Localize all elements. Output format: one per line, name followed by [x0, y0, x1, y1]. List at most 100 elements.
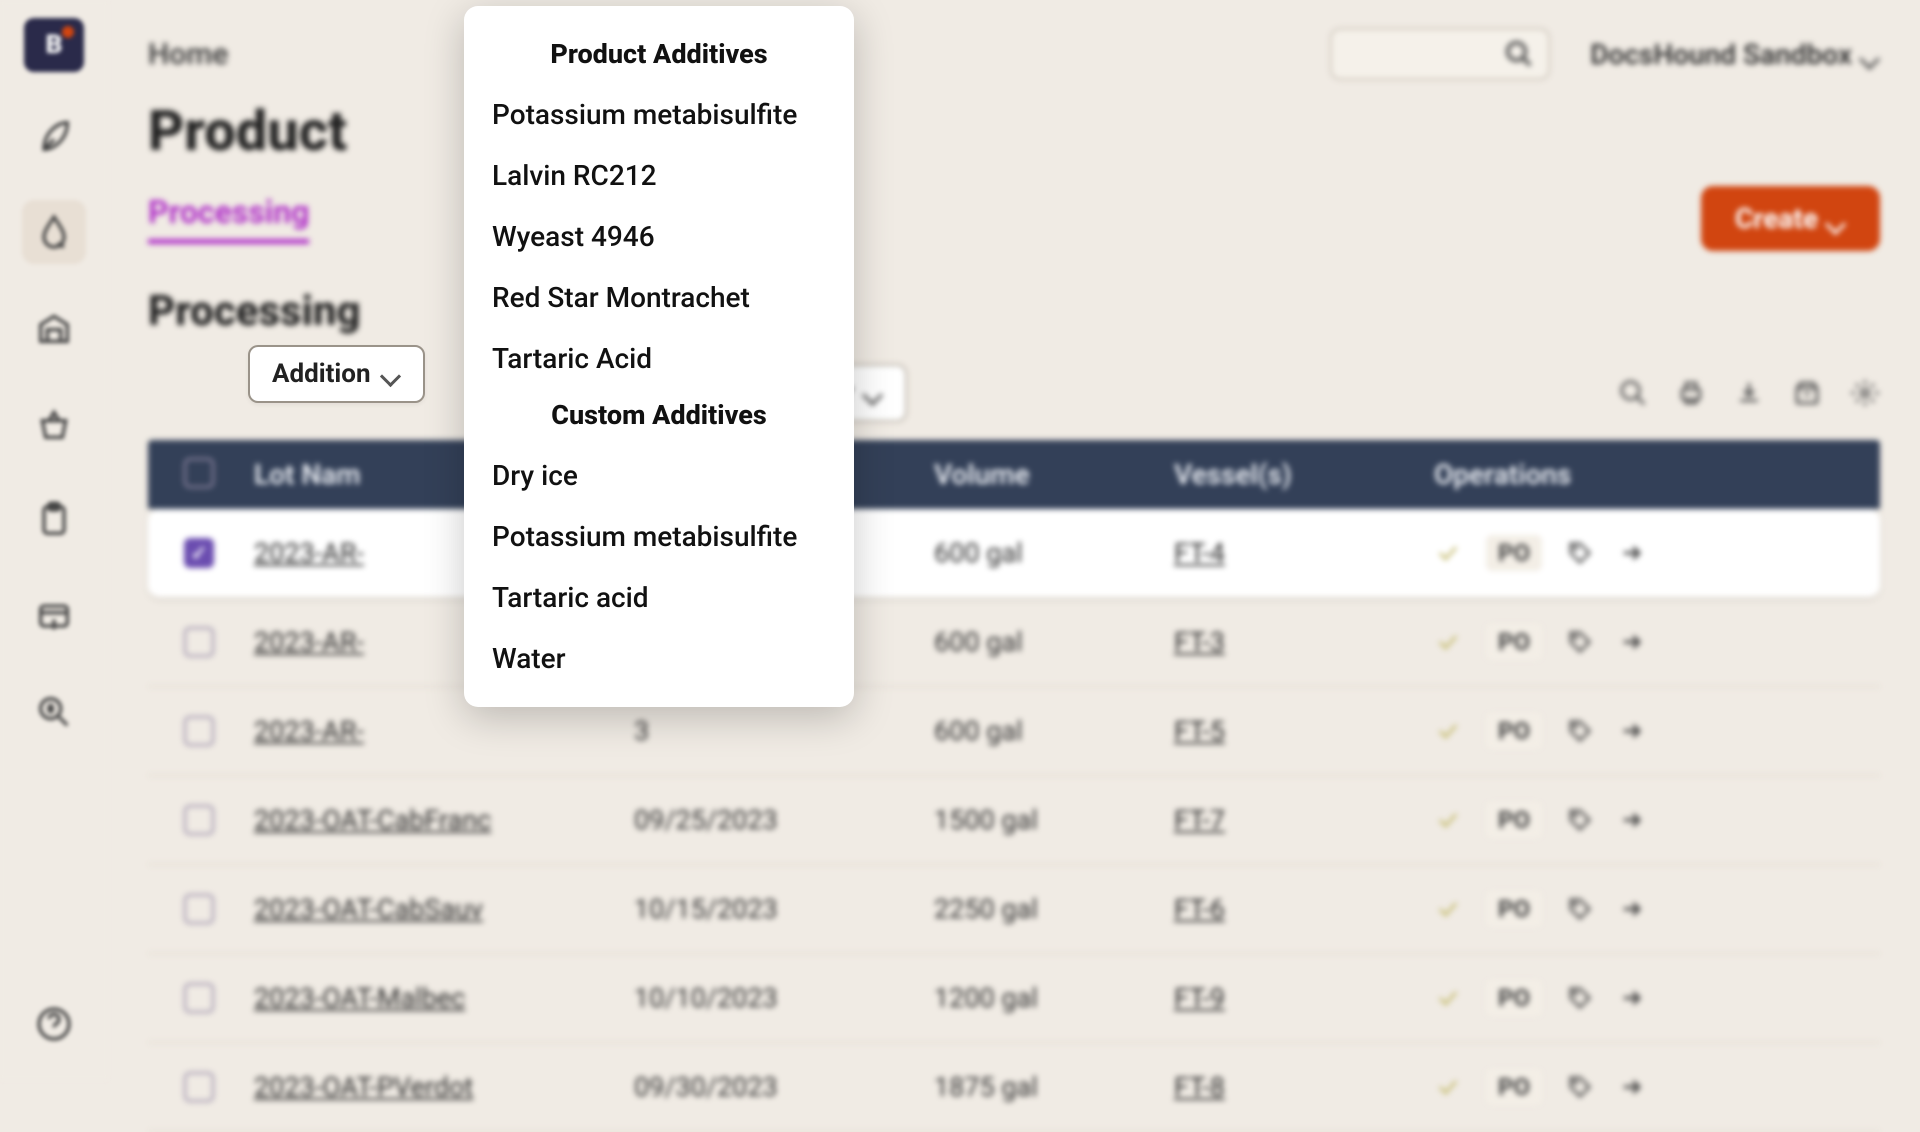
created-cell: 10/15/2023 — [618, 893, 918, 925]
tag-icon[interactable] — [1566, 984, 1594, 1012]
tag-icon[interactable] — [1566, 806, 1594, 834]
arrow-right-icon[interactable] — [1618, 539, 1646, 567]
volume-cell: 1875 gal — [918, 1071, 1158, 1103]
chevron-down-icon — [1862, 45, 1880, 63]
col-volume[interactable]: Volume — [918, 458, 1158, 491]
vessel-link[interactable]: FT-7 — [1174, 804, 1225, 836]
lot-link[interactable]: 2023-OAT-CabFranc — [254, 804, 491, 836]
basket-icon[interactable] — [22, 392, 86, 456]
row-checkbox[interactable] — [184, 983, 214, 1013]
search-icon[interactable] — [1618, 378, 1648, 408]
filter-addition[interactable]: Addition — [248, 345, 425, 403]
blurred-background: Home DocsHound Sandbox Product Processin… — [148, 28, 1880, 1132]
dropdown-item[interactable]: Potassium metabisulfite — [464, 506, 854, 567]
org-name: DocsHound Sandbox — [1590, 38, 1852, 71]
tag-icon[interactable] — [1566, 539, 1594, 567]
lot-link[interactable]: 2023-AR- — [254, 537, 364, 569]
tag-icon[interactable] — [1566, 717, 1594, 745]
lot-link[interactable]: 2023-OAT-Malbec — [254, 982, 465, 1014]
row-checkbox[interactable] — [184, 627, 214, 657]
table-row[interactable]: 2023-OAT-PVerdot09/30/20231875 galFT-8PO — [148, 1043, 1880, 1132]
card-icon[interactable] — [22, 584, 86, 648]
row-checkbox[interactable] — [184, 1072, 214, 1102]
tag-icon[interactable] — [1566, 628, 1594, 656]
tab-processing[interactable]: Processing — [148, 193, 309, 244]
table-row[interactable]: 2023-AR-3600 galFT-3PO — [148, 598, 1880, 687]
clipboard-icon[interactable] — [22, 488, 86, 552]
table-row[interactable]: 2023-OAT-Malbec10/10/20231200 galFT-9PO — [148, 954, 1880, 1043]
ops-cell: PO — [1418, 802, 1880, 838]
op-po-badge[interactable]: PO — [1486, 980, 1542, 1016]
lot-link[interactable]: 2023-AR- — [254, 715, 364, 747]
select-all-checkbox[interactable] — [184, 458, 214, 488]
dropdown-item[interactable]: Tartaric acid — [464, 567, 854, 628]
global-search[interactable] — [1330, 28, 1550, 80]
tag-icon[interactable] — [1566, 1073, 1594, 1101]
table-row[interactable]: 2023-OAT-CabFranc09/25/20231500 galFT-7P… — [148, 776, 1880, 865]
op-po-badge[interactable]: PO — [1486, 624, 1542, 660]
vessel-link[interactable]: FT-6 — [1174, 893, 1225, 925]
lot-link[interactable]: 2023-OAT-PVerdot — [254, 1071, 473, 1103]
warehouse-icon[interactable] — [22, 296, 86, 360]
op-po-badge[interactable]: PO — [1486, 1069, 1542, 1105]
table-row[interactable]: 2023-AR-3600 galFT-5PO — [148, 687, 1880, 776]
dropdown-item[interactable]: Red Star Montrachet — [464, 267, 854, 328]
lot-link[interactable]: 2023-AR- — [254, 626, 364, 658]
ops-cell: PO — [1418, 891, 1880, 927]
arrow-right-icon[interactable] — [1618, 984, 1646, 1012]
chevron-down-icon — [1828, 210, 1846, 228]
dropdown-header-custom: Custom Additives — [464, 389, 854, 445]
org-switcher[interactable]: DocsHound Sandbox — [1590, 38, 1880, 71]
print-icon[interactable] — [1676, 378, 1706, 408]
tag-icon[interactable] — [1566, 895, 1594, 923]
arrow-right-icon[interactable] — [1618, 806, 1646, 834]
op-po-badge[interactable]: PO — [1486, 802, 1542, 838]
download-icon[interactable] — [1734, 378, 1764, 408]
chevron-down-icon — [865, 384, 883, 402]
volume-cell: 2250 gal — [918, 893, 1158, 925]
vessel-link[interactable]: FT-9 — [1174, 982, 1225, 1014]
op-po-badge[interactable]: PO — [1486, 713, 1542, 749]
create-button[interactable]: Create — [1701, 186, 1880, 251]
table-row[interactable]: 2023-OAT-CabSauv 10/15/20232250 gal FT-6 PO — [148, 865, 1880, 954]
drop-icon[interactable] — [22, 200, 86, 264]
op-po-badge[interactable]: PO — [1486, 891, 1542, 927]
vessel-link[interactable]: FT-5 — [1174, 715, 1225, 747]
breadcrumb[interactable]: Home — [148, 37, 228, 72]
dropdown-item[interactable]: Tartaric Acid — [464, 328, 854, 389]
arrow-right-icon[interactable] — [1618, 717, 1646, 745]
lots-table: Lot Nam ated Volume Vessel(s) Operations… — [148, 440, 1880, 1132]
dropdown-item[interactable]: Dry ice — [464, 445, 854, 506]
row-checkbox[interactable] — [184, 894, 214, 924]
logo[interactable]: B — [24, 18, 84, 72]
lot-link[interactable]: 2023-OAT-CabSauv — [254, 893, 483, 925]
dropdown-item[interactable]: Wyeast 4946 — [464, 206, 854, 267]
op-po-badge[interactable]: PO — [1486, 535, 1542, 571]
vessel-link[interactable]: FT-3 — [1174, 626, 1225, 658]
row-checkbox[interactable] — [184, 805, 214, 835]
volume-cell: 600 gal — [918, 626, 1158, 658]
table-row[interactable]: 2023-AR-3600 galFT-4PO — [148, 509, 1880, 598]
section-title: Processing — [148, 287, 1880, 336]
arrow-right-icon[interactable] — [1618, 628, 1646, 656]
help-icon[interactable] — [22, 992, 86, 1056]
leaf-icon[interactable] — [22, 104, 86, 168]
dropdown-item[interactable]: Water — [464, 628, 854, 689]
gear-icon[interactable] — [1850, 378, 1880, 408]
row-checkbox[interactable] — [184, 716, 214, 746]
search-dollar-icon[interactable] — [22, 680, 86, 744]
col-vessel[interactable]: Vessel(s) — [1158, 458, 1418, 491]
vessel-link[interactable]: FT-8 — [1174, 1071, 1225, 1103]
dropdown-item[interactable]: Lalvin RC212 — [464, 145, 854, 206]
archive-icon[interactable] — [1792, 378, 1822, 408]
filter-addition-label: Addition — [272, 359, 371, 389]
col-operations: Operations — [1418, 458, 1880, 491]
arrow-right-icon[interactable] — [1618, 1073, 1646, 1101]
search-icon — [1504, 39, 1534, 69]
arrow-right-icon[interactable] — [1618, 895, 1646, 923]
volume-cell: 600 gal — [918, 715, 1158, 747]
volume-cell: 1500 gal — [918, 804, 1158, 836]
row-checkbox[interactable] — [184, 538, 214, 568]
vessel-link[interactable]: FT-4 — [1174, 537, 1225, 569]
dropdown-item[interactable]: Potassium metabisulfite — [464, 84, 854, 145]
